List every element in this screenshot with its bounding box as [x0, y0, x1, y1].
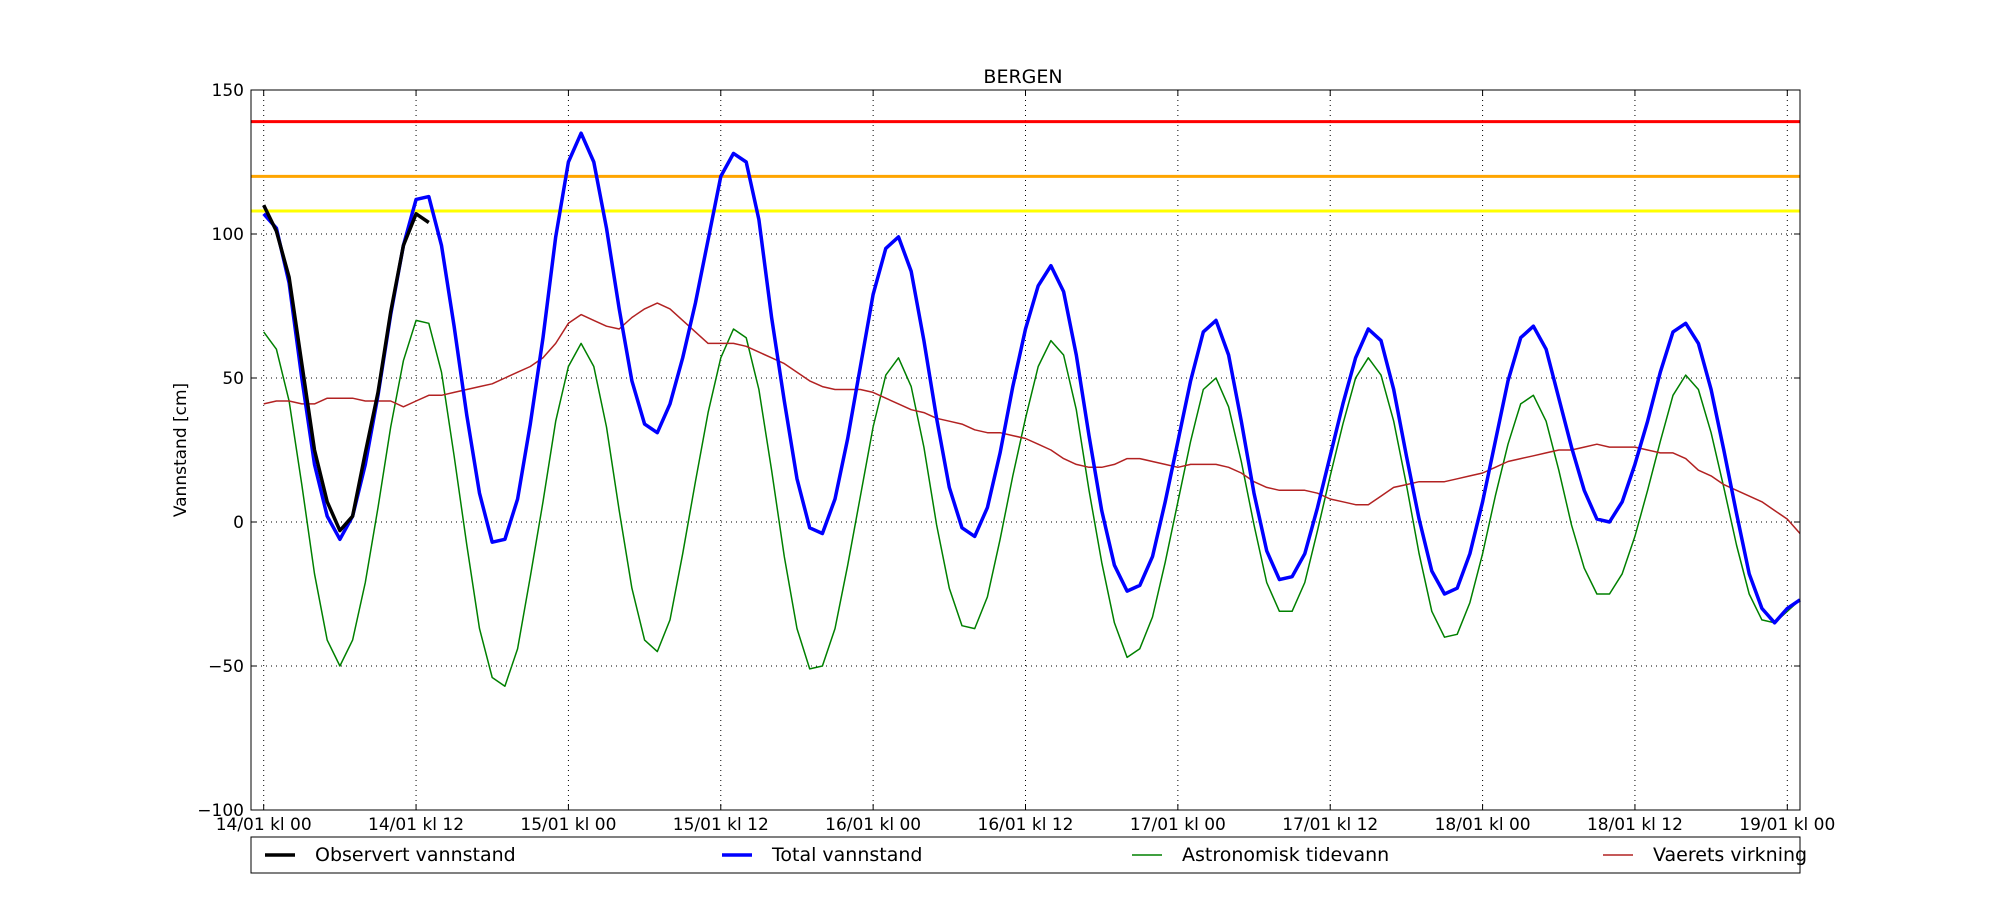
x-tick-label: 15/01 kl 00: [520, 815, 616, 835]
threshold-lines: [251, 120, 1800, 213]
legend-label: Total vannstand: [771, 844, 922, 866]
x-tick-label: 17/01 kl 00: [1130, 815, 1226, 835]
y-axis-label: Vannstand [cm]: [171, 383, 191, 517]
series-line-astronomisk-tidevann: [263, 319, 1801, 687]
y-axis-ticks: −100 −50 0 50 100 150: [197, 81, 1800, 821]
x-tick-label: 16/01 kl 12: [978, 815, 1074, 835]
x-tick-label: 16/01 kl 00: [825, 815, 921, 835]
legend-label: Vaerets virkning: [1653, 844, 1807, 866]
y-tick-label: −50: [208, 657, 244, 677]
y-tick-label: 50: [222, 369, 244, 389]
chart-title: BERGEN: [983, 66, 1062, 88]
series-line-vaerets-virkning: [263, 302, 1801, 534]
data-series: [262, 131, 1801, 687]
legend-frame: [250, 836, 1801, 874]
x-tick-label: 14/01 kl 00: [216, 815, 312, 835]
series-line-observert-vannstand: [262, 204, 430, 533]
legend-label: Astronomisk tidevann: [1182, 844, 1389, 866]
y-tick-label: 0: [233, 513, 244, 533]
x-tick-label: 18/01 kl 12: [1587, 815, 1683, 835]
legend-label: Observert vannstand: [315, 844, 516, 866]
y-tick-label: 150: [212, 81, 244, 101]
legend: Observert vannstand Total vannstand Astron…: [250, 836, 1807, 874]
x-tick-label: 19/01 kl 00: [1739, 815, 1835, 835]
x-tick-label: 14/01 kl 12: [368, 815, 464, 835]
y-tick-label: 100: [212, 225, 244, 245]
series-line-total-vannstand: [262, 131, 1801, 625]
x-tick-label: 18/01 kl 00: [1435, 815, 1531, 835]
x-tick-label: 17/01 kl 12: [1282, 815, 1378, 835]
y-tick-label: −100: [197, 801, 244, 821]
x-axis-ticks: 14/01 kl 00 14/01 kl 12 15/01 kl 00 15/01 k…: [216, 90, 1835, 835]
x-tick-label: 15/01 kl 12: [673, 815, 769, 835]
